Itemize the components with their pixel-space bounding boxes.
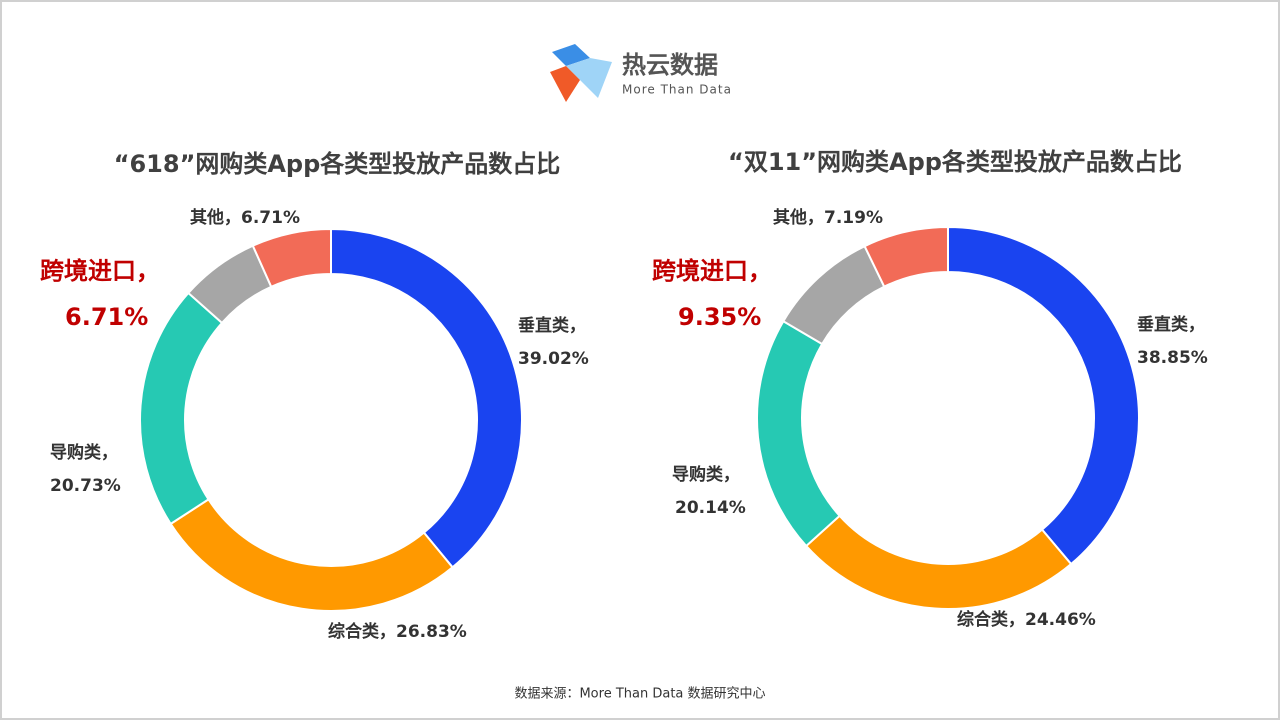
tagline: More Than Data [622, 83, 732, 97]
chart-title: “618”网购类App各类型投放产品数占比 [114, 150, 561, 178]
logo: 热云数据 More Than Data [550, 44, 732, 102]
donut-slice [804, 514, 1073, 610]
slice-value: 24.46% [1025, 610, 1096, 630]
donut-slice [947, 225, 1140, 566]
chart-title: “双11”网购类App各类型投放产品数占比 [728, 148, 1182, 176]
donut-slice [781, 244, 886, 346]
slice-category: 综合类， [328, 621, 396, 642]
slice-label: 综合类，26.83% [328, 621, 467, 642]
donut-slice [169, 498, 454, 612]
donut-slice [330, 227, 523, 569]
donut-slice [251, 227, 332, 289]
slice-value: 26.83% [396, 622, 467, 642]
slice-value: 6.71% [241, 208, 300, 228]
slice-value: 20.73% [50, 476, 121, 496]
slice-value: 6.71% [65, 303, 148, 331]
slice-value: 9.35% [678, 303, 761, 331]
slice-label: 垂直类， [1137, 314, 1205, 335]
slice-label: 跨境进口， [652, 257, 772, 285]
slice-value: 20.14% [675, 498, 746, 518]
brand: 热云数据 [622, 51, 718, 79]
donut-slice [756, 319, 842, 548]
slice-value: 39.02% [518, 349, 589, 369]
slice-label: 导购类， [50, 442, 118, 463]
slice-label: 导购类， [672, 464, 740, 485]
slice-label: 其他，6.71% [190, 207, 300, 228]
slice-label: 跨境进口， [40, 257, 160, 285]
slice-category: 其他， [773, 207, 824, 228]
slice-label: 其他，7.19% [773, 207, 883, 228]
donut-slice [139, 291, 224, 526]
slice-category: 其他， [190, 207, 241, 228]
donut-slice [863, 225, 949, 288]
slice-category: 综合类， [957, 609, 1025, 630]
slice-label: 垂直类， [518, 315, 586, 336]
slice-value: 38.85% [1137, 348, 1208, 368]
source-note: 数据来源：More Than Data 数据研究中心 [514, 687, 765, 702]
slice-label: 综合类，24.46% [957, 609, 1096, 630]
slice-value: 7.19% [824, 208, 883, 228]
